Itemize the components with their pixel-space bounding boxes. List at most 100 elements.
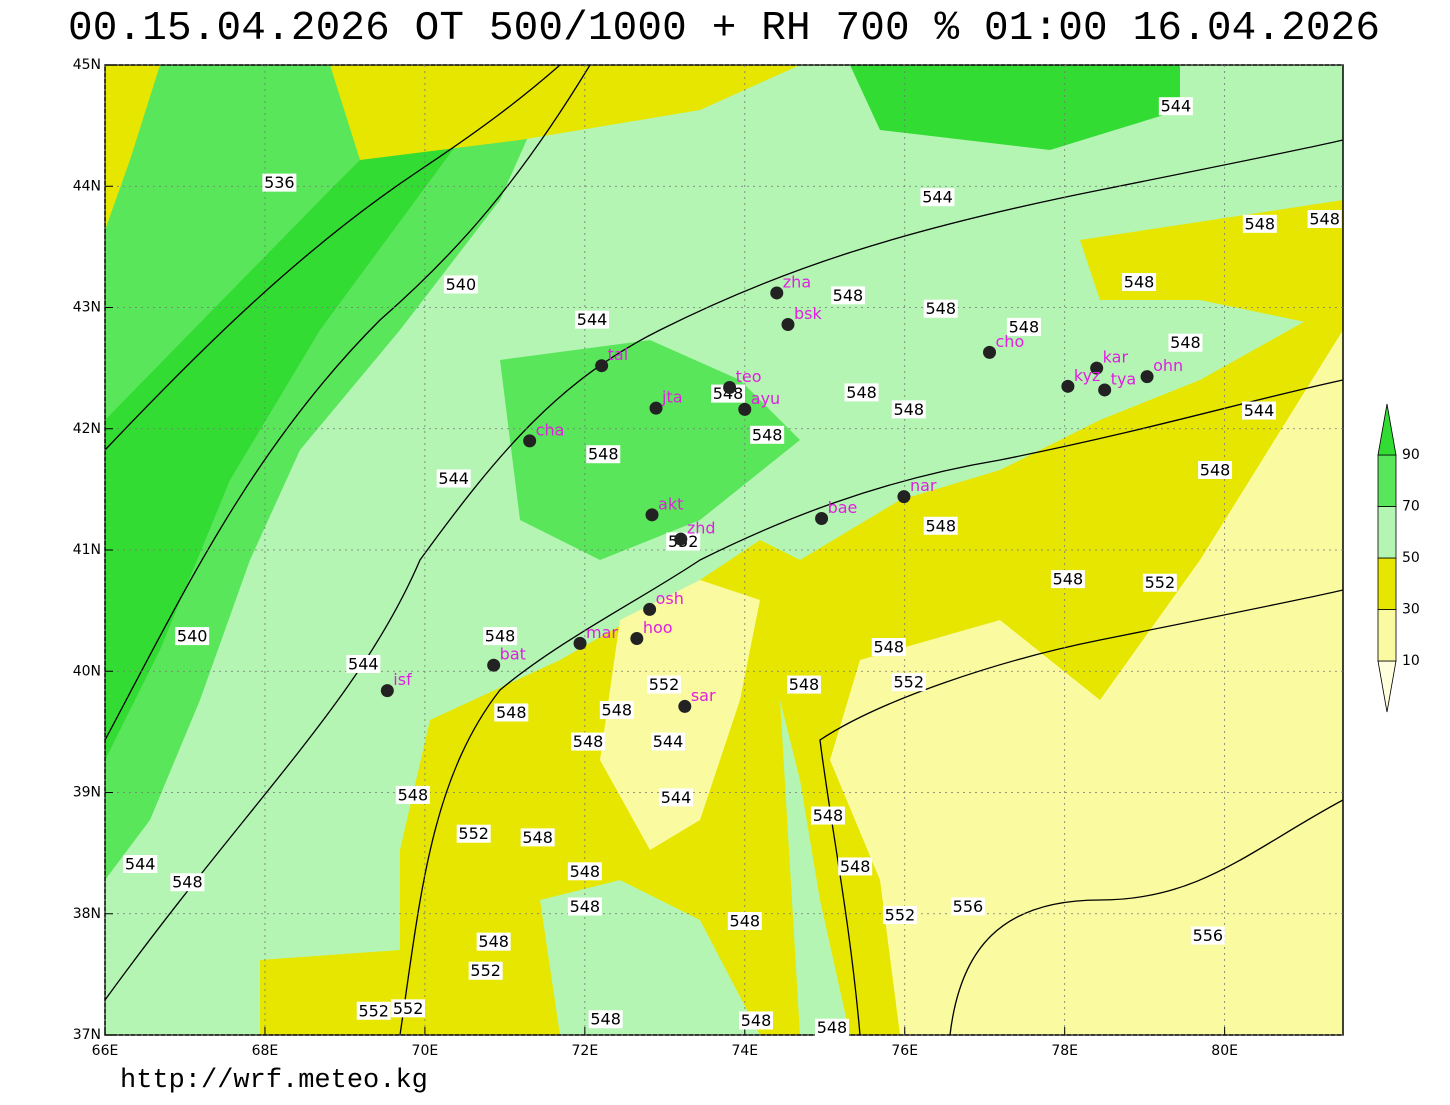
contour-label: 548: [1309, 209, 1340, 228]
contour-label-bg: [494, 703, 529, 722]
contour-label-bg: [443, 275, 478, 294]
colorbar-segment: [1377, 506, 1397, 559]
station-label: sar: [691, 686, 716, 705]
contour-label: 548: [873, 638, 904, 657]
station: [723, 381, 737, 395]
contour-label: 544: [577, 310, 608, 329]
contour-label-bg: [346, 654, 381, 673]
contour-label: 552: [893, 673, 924, 692]
y-tick-label: 43N: [73, 300, 101, 316]
station-label: tya: [1111, 369, 1137, 388]
station: [487, 658, 501, 672]
contour-label-bg: [1050, 570, 1085, 589]
contour-label-bg: [356, 1001, 391, 1020]
contour-label: 548: [833, 286, 864, 305]
contour-label-bg: [1242, 214, 1277, 233]
x-tick-label: 70E: [412, 1043, 439, 1059]
colorbar-label: 50: [1402, 550, 1420, 566]
contour-label: 548: [590, 1010, 621, 1029]
station-label: isf: [393, 670, 412, 689]
station-label: hoo: [643, 618, 673, 637]
contour-label: 548: [730, 912, 761, 931]
station: [630, 632, 644, 646]
station: [649, 401, 663, 415]
contour-label-bg: [567, 897, 602, 916]
contour-label: 548: [840, 857, 871, 876]
station-label: nar: [910, 476, 937, 495]
x-tick-label: 80E: [1211, 1043, 1238, 1059]
station-label: bae: [828, 498, 858, 517]
contour-label: 548: [496, 703, 527, 722]
contour-label: 548: [570, 897, 601, 916]
station: [1098, 383, 1112, 397]
contour-label: 544: [661, 788, 692, 807]
contour-label: 552: [649, 675, 680, 694]
contour-label-bg: [436, 469, 471, 488]
contour-label: 548: [846, 383, 877, 402]
contour-label-bg: [456, 824, 491, 843]
contour-label: 548: [570, 862, 601, 881]
contour-label-bg: [1158, 97, 1193, 116]
contour-label-bg: [844, 383, 879, 402]
station: [1140, 370, 1154, 384]
contour-label: 552: [470, 961, 501, 980]
contour-label: 548: [817, 1018, 848, 1037]
contour-label-bg: [882, 905, 917, 924]
station: [595, 359, 609, 373]
station: [815, 511, 829, 525]
contour-label-bg: [871, 638, 906, 656]
contour-label: 540: [446, 275, 477, 294]
contour-label-bg: [483, 627, 518, 646]
y-tick-label: 45N: [73, 57, 101, 73]
contour-label-bg: [1242, 401, 1277, 420]
station: [897, 490, 911, 504]
station: [983, 345, 997, 359]
contour-label-bg: [920, 188, 955, 207]
contour-label: 552: [393, 999, 424, 1018]
colorbar-segment: [1377, 557, 1397, 610]
station: [645, 508, 659, 522]
contour-label: 548: [752, 425, 783, 444]
station-label: tal: [608, 345, 629, 364]
contour-label-bg: [1006, 317, 1041, 336]
y-tick-label: 37N: [73, 1027, 101, 1043]
contour-label: 544: [1244, 401, 1275, 420]
y-tick-label: 42N: [73, 421, 101, 437]
contour-label: 548: [573, 732, 604, 751]
x-tick-label: 74E: [731, 1043, 758, 1059]
contour-label: 536: [264, 173, 295, 192]
station-label: kar: [1103, 348, 1129, 367]
x-tick-label: 68E: [252, 1043, 279, 1059]
colorbar-label: 30: [1402, 602, 1420, 618]
rh-field: [105, 65, 1343, 1035]
contour-label: 548: [602, 701, 633, 720]
station-label: akt: [658, 494, 683, 513]
contour-label: 556: [1193, 926, 1224, 945]
station: [380, 684, 394, 698]
y-tick-label: 44N: [73, 178, 101, 194]
contour-label: 548: [522, 828, 553, 847]
contour-label-bg: [567, 862, 602, 881]
contour-label: 544: [438, 469, 469, 488]
contour-label-bg: [1198, 460, 1233, 479]
contour-label-bg: [838, 857, 873, 876]
station-label: bsk: [794, 304, 822, 323]
station-label: kyz: [1074, 366, 1101, 385]
y-tick-label: 40N: [73, 663, 101, 679]
contour-label-bg: [891, 400, 926, 419]
station-label: ayu: [751, 389, 780, 408]
colorbar-segment: [1377, 454, 1397, 507]
colorbar-segment: [1377, 403, 1397, 456]
station-label: jta: [661, 388, 683, 407]
contour-label-bg: [395, 785, 430, 804]
x-tick-label: 72E: [572, 1043, 599, 1059]
contour-label: 548: [485, 627, 516, 646]
contour-label: 548: [893, 400, 924, 419]
contour-label: 544: [653, 732, 684, 751]
contour-label-bg: [651, 732, 686, 751]
contour-label: 548: [1124, 273, 1155, 292]
contour-label-bg: [575, 310, 610, 329]
contour-label: 548: [925, 299, 956, 318]
contour-label-bg: [1190, 926, 1225, 945]
contour-label-bg: [647, 675, 682, 694]
